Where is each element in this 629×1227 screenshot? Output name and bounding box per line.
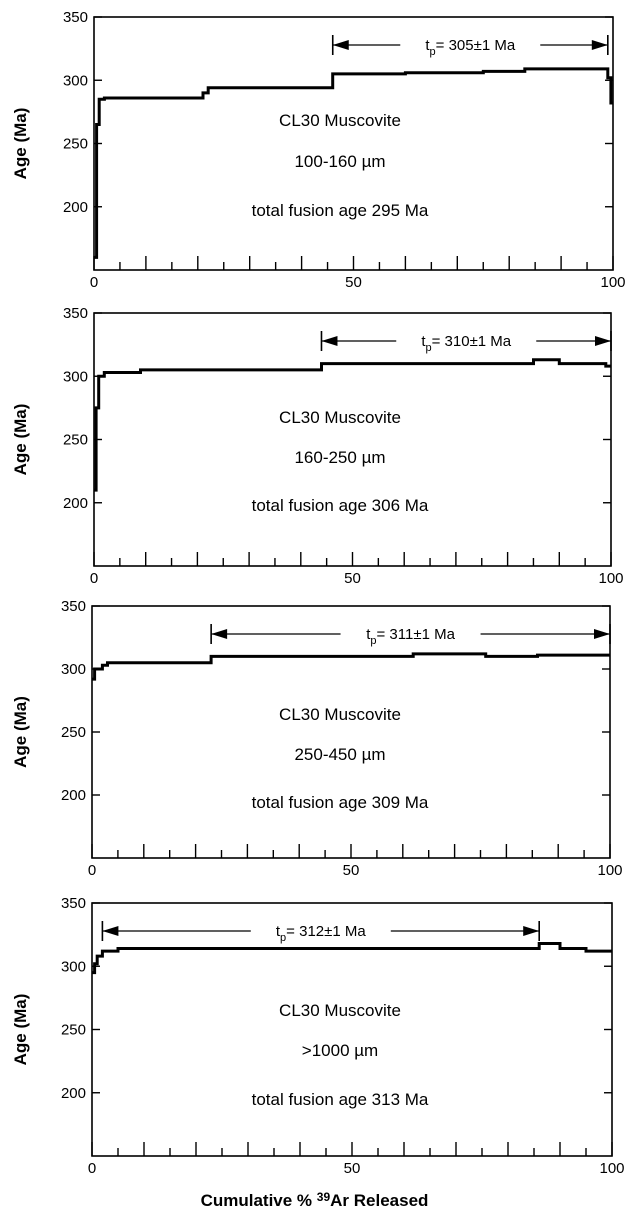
plot-frame (91, 605, 611, 859)
y-tick-label: 200 (61, 787, 86, 804)
y-tick-label: 350 (61, 895, 86, 912)
grain-size-label: 160-250 µm (294, 448, 385, 467)
y-axis-label: Age (Ma) (11, 994, 30, 1066)
y-tick-label: 200 (63, 495, 88, 512)
x-tick-label: 50 (345, 274, 362, 291)
x-axis-label-superscript: 39 (316, 1190, 331, 1204)
chart-panel-1: 200 250 300 350 0 50 100 Age (Ma) tp= 305±1 Ma CL… (11, 9, 626, 291)
grain-size-label: >1000 µm (302, 1041, 378, 1060)
y-axis-label: Age (Ma) (11, 404, 30, 476)
sample-name-label: CL30 Muscovite (279, 111, 401, 130)
x-tick-label: 100 (598, 570, 623, 587)
x-tick-label: 0 (90, 274, 98, 291)
chart-panel-4: 200 250 300 350 0 50 100 Age (Ma) tp= 312±1 Ma CL… (11, 895, 625, 1177)
grain-size-label: 100-160 µm (294, 152, 385, 171)
x-tick-label: 0 (88, 1160, 96, 1177)
plateau-arrowhead-left (321, 336, 338, 346)
plot-frame (93, 16, 614, 271)
x-tick-label: 0 (88, 862, 96, 879)
plateau-arrowhead-left (211, 629, 228, 639)
y-tick-label: 200 (61, 1085, 86, 1102)
plateau-age-label: tp= 305±1 Ma (425, 37, 515, 58)
age-spectrum-line (94, 67, 613, 259)
x-tick-label: 100 (599, 1160, 624, 1177)
y-tick-label: 200 (63, 199, 88, 216)
plateau-arrowhead-left (332, 40, 349, 50)
y-axis-label: Age (Ma) (11, 108, 30, 180)
y-tick-label: 250 (63, 136, 88, 153)
x-tick-label: 100 (600, 274, 625, 291)
y-tick-label: 250 (61, 1022, 86, 1039)
sample-name-label: CL30 Muscovite (279, 1001, 401, 1020)
grain-size-label: 250-450 µm (294, 745, 385, 764)
x-tick-label: 0 (90, 570, 98, 587)
y-tick-label: 250 (63, 432, 88, 449)
plateau-arrowhead-right (594, 629, 610, 639)
chart-panel-2: 200 250 300 350 0 50 100 Age (Ma) tp= 310±1 Ma CL… (11, 305, 624, 587)
y-tick-label: 300 (61, 661, 86, 678)
sample-name-label: CL30 Muscovite (279, 705, 401, 724)
total-fusion-age-label: total fusion age 306 Ma (252, 496, 429, 515)
x-tick-label: 50 (344, 570, 361, 587)
y-tick-label: 350 (63, 305, 88, 322)
plateau-age-label: tp= 310±1 Ma (421, 333, 511, 354)
x-axis-label-suffix: Ar Released (330, 1191, 429, 1210)
total-fusion-age-label: total fusion age 295 Ma (252, 201, 429, 220)
x-tick-label: 100 (597, 862, 622, 879)
plot-frame (93, 312, 612, 567)
y-tick-label: 300 (61, 958, 86, 975)
x-axis-label: Cumulative % 39Ar Released (0, 1190, 629, 1211)
plateau-age-label: tp= 311±1 Ma (366, 626, 455, 647)
y-tick-label: 300 (63, 72, 88, 89)
y-tick-label: 350 (61, 598, 86, 615)
plateau-arrowhead-right (595, 336, 611, 346)
total-fusion-age-label: total fusion age 313 Ma (252, 1090, 429, 1109)
y-tick-label: 300 (63, 368, 88, 385)
age-spectrum-line (92, 942, 612, 975)
age-spectrum-line (94, 358, 611, 492)
chart-panel-3: 200 250 300 350 0 50 100 Age (Ma) tp= 311±1 Ma CL… (11, 598, 623, 879)
x-tick-label: 50 (343, 862, 360, 879)
total-fusion-age-label: total fusion age 309 Ma (252, 793, 429, 812)
plot-frame (91, 902, 613, 1157)
plateau-age-label: tp= 312±1 Ma (276, 923, 366, 944)
x-axis-label-prefix: Cumulative % (200, 1191, 317, 1210)
age-spectrum-line (92, 652, 610, 681)
y-tick-label: 250 (61, 724, 86, 741)
plateau-arrowhead-left (102, 926, 119, 936)
sample-name-label: CL30 Muscovite (279, 408, 401, 427)
y-tick-label: 350 (63, 9, 88, 26)
plateau-arrowhead-right (523, 926, 540, 936)
y-axis-label: Age (Ma) (11, 696, 30, 768)
x-tick-label: 50 (344, 1160, 361, 1177)
plateau-arrowhead-right (591, 40, 608, 50)
